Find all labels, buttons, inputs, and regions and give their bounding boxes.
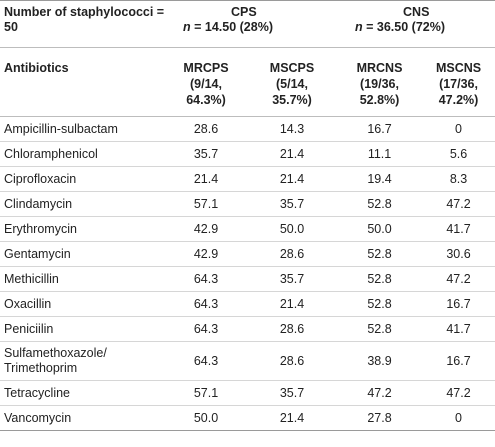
value-cell: 35.7: [247, 191, 338, 217]
value-cell: 21.4: [165, 166, 247, 192]
value-cell: 57.1: [165, 191, 247, 217]
value-cell: 21.4: [247, 291, 338, 317]
table-body: Ampicillin-sulbactam 28.6 14.3 16.7 0 Chloram…: [0, 116, 495, 431]
value-cell: 50.0: [337, 216, 423, 242]
value-cell: 64.3: [165, 291, 247, 317]
antibiotic-name: Gentamycin: [0, 241, 165, 267]
group-title: CNS: [403, 5, 430, 19]
value-cell: 50.0: [247, 216, 338, 242]
value-cell: 35.7: [247, 380, 338, 406]
antibiotic-name: Vancomycin: [0, 405, 165, 431]
value-cell: 42.9: [165, 216, 247, 242]
group-header-row: Number of staphylococci = 50 CPS n = 14.…: [0, 0, 495, 48]
table-row: Methicillin 64.3 35.7 52.8 47.2: [0, 266, 495, 292]
resistance-table: Number of staphylococci = 50 CPS n = 14.…: [0, 0, 495, 431]
table-row: Tetracycline 57.1 35.7 47.2 47.2: [0, 380, 495, 406]
value-cell: 47.2: [337, 380, 423, 406]
value-cell: 57.1: [165, 380, 247, 406]
table-row: Gentamycin 42.9 28.6 52.8 30.6: [0, 241, 495, 267]
value-cell: 52.8: [337, 291, 423, 317]
value-cell: 0: [422, 116, 495, 142]
group-n-value: n = 14.50 (28%): [183, 20, 273, 34]
value-cell: 21.4: [247, 141, 338, 167]
antibiotics-header: Antibiotics: [0, 47, 165, 117]
value-cell: 19.4: [337, 166, 423, 192]
value-cell: 28.6: [247, 241, 338, 267]
group-header-cns: CNS n = 36.50 (72%): [337, 0, 495, 48]
antibiotic-name: Ampicillin-sulbactam: [0, 116, 165, 142]
value-cell: 16.7: [422, 291, 495, 317]
antibiotic-name: Tetracycline: [0, 380, 165, 406]
table-row: Vancomycin 50.0 21.4 27.8 0: [0, 405, 495, 431]
value-cell: 52.8: [337, 266, 423, 292]
table-row: Sulfamethoxazole/Trimethoprim 64.3 28.6 38.…: [0, 341, 495, 381]
value-cell: 47.2: [422, 191, 495, 217]
antibiotic-name: Peniciilin: [0, 316, 165, 342]
value-cell: 11.1: [337, 141, 423, 167]
value-cell: 21.4: [247, 166, 338, 192]
antibiotic-name: Ciprofloxacin: [0, 166, 165, 192]
value-cell: 35.7: [247, 266, 338, 292]
column-header-mscps: MSCPS (5/14, 35.7%): [247, 47, 338, 117]
antibiotic-name: Clindamycin: [0, 191, 165, 217]
value-cell: 47.2: [422, 266, 495, 292]
value-cell: 47.2: [422, 380, 495, 406]
table-row: Oxacillin 64.3 21.4 52.8 16.7: [0, 291, 495, 317]
value-cell: 64.3: [165, 341, 247, 381]
antibiotic-name: Erythromycin: [0, 216, 165, 242]
table-row: Erythromycin 42.9 50.0 50.0 41.7: [0, 216, 495, 242]
group-n-value: n = 36.50 (72%): [355, 20, 445, 34]
group-header-cps: CPS n = 14.50 (28%): [165, 0, 338, 48]
antibiotic-name: Chloramphenicol: [0, 141, 165, 167]
value-cell: 8.3: [422, 166, 495, 192]
table-row: Ampicillin-sulbactam 28.6 14.3 16.7 0: [0, 116, 495, 142]
table-row: Chloramphenicol 35.7 21.4 11.1 5.6: [0, 141, 495, 167]
value-cell: 16.7: [422, 341, 495, 381]
column-header-row: Antibiotics MRCPS (9/14, 64.3%) MSCPS (5…: [0, 47, 495, 117]
value-cell: 64.3: [165, 266, 247, 292]
antibiotic-name: Oxacillin: [0, 291, 165, 317]
value-cell: 27.8: [337, 405, 423, 431]
value-cell: 14.3: [247, 116, 338, 142]
value-cell: 64.3: [165, 316, 247, 342]
value-cell: 50.0: [165, 405, 247, 431]
value-cell: 42.9: [165, 241, 247, 267]
value-cell: 16.7: [337, 116, 423, 142]
table-row: Ciprofloxacin 21.4 21.4 19.4 8.3: [0, 166, 495, 192]
value-cell: 28.6: [165, 116, 247, 142]
value-cell: 21.4: [247, 405, 338, 431]
column-header-mscns: MSCNS (17/36, 47.2%): [422, 47, 495, 117]
value-cell: 5.6: [422, 141, 495, 167]
antibiotic-name: Methicillin: [0, 266, 165, 292]
corner-label: Number of staphylococci = 50: [0, 0, 165, 48]
antibiotic-name: Sulfamethoxazole/Trimethoprim: [0, 341, 165, 381]
value-cell: 35.7: [165, 141, 247, 167]
column-header-mrcps: MRCPS (9/14, 64.3%): [165, 47, 247, 117]
group-title: CPS: [231, 5, 257, 19]
column-header-mrcns: MRCNS (19/36, 52.8%): [337, 47, 423, 117]
value-cell: 41.7: [422, 316, 495, 342]
value-cell: 52.8: [337, 316, 423, 342]
table-row: Clindamycin 57.1 35.7 52.8 47.2: [0, 191, 495, 217]
value-cell: 52.8: [337, 241, 423, 267]
value-cell: 30.6: [422, 241, 495, 267]
value-cell: 28.6: [247, 341, 338, 381]
value-cell: 38.9: [337, 341, 423, 381]
value-cell: 28.6: [247, 316, 338, 342]
value-cell: 41.7: [422, 216, 495, 242]
table-row: Peniciilin 64.3 28.6 52.8 41.7: [0, 316, 495, 342]
value-cell: 0: [422, 405, 495, 431]
value-cell: 52.8: [337, 191, 423, 217]
